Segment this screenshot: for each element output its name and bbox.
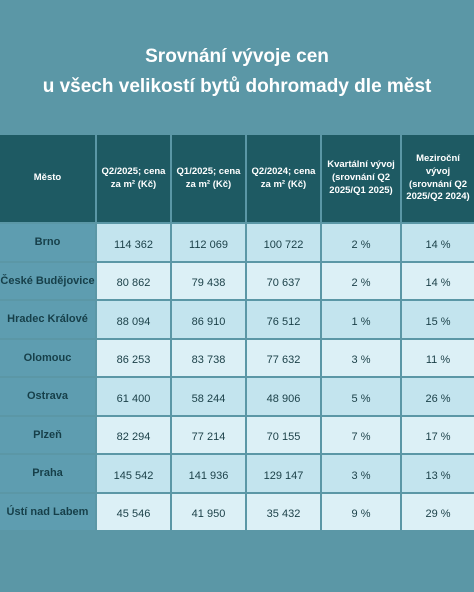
value-cell: 3 % [322, 455, 400, 492]
value-cell: 82 294 [97, 416, 170, 453]
value-cell: 1 % [322, 301, 400, 338]
value-cell: 35 432 [247, 493, 320, 530]
column-header: Město [0, 135, 95, 222]
value-cell: 77 632 [247, 339, 320, 376]
city-cell: Hradec Králové [0, 301, 95, 338]
city-cell: Ostrava [0, 378, 95, 415]
value-cell: 15 % [402, 301, 474, 338]
value-cell: 11 % [402, 339, 474, 376]
value-cell: 86 910 [172, 301, 245, 338]
value-cell: 61 400 [97, 378, 170, 415]
value-cell: 17 % [402, 416, 474, 453]
value-cell: 80 862 [97, 262, 170, 299]
value-cell: 3 % [322, 339, 400, 376]
value-cell: 145 542 [97, 455, 170, 492]
title-line: Srovnání vývoje cen [145, 46, 329, 67]
column-header: Q2/2025; cena za m² (Kč) [97, 135, 170, 222]
city-cell: Praha [0, 455, 95, 492]
value-cell: 14 % [402, 224, 474, 261]
city-cell: Olomouc [0, 339, 95, 376]
value-cell: 114 362 [97, 224, 170, 261]
value-cell: 70 637 [247, 262, 320, 299]
value-cell: 2 % [322, 262, 400, 299]
value-cell: 9 % [322, 493, 400, 530]
value-cell: 26 % [402, 378, 474, 415]
value-cell: 2 % [322, 224, 400, 261]
value-cell: 45 546 [97, 493, 170, 530]
value-cell: 41 950 [172, 493, 245, 530]
value-cell: 58 244 [172, 378, 245, 415]
value-cell: 7 % [322, 416, 400, 453]
city-cell: Brno [0, 224, 95, 261]
value-cell: 100 722 [247, 224, 320, 261]
value-cell: 86 253 [97, 339, 170, 376]
value-cell: 77 214 [172, 416, 245, 453]
value-cell: 76 512 [247, 301, 320, 338]
value-cell: 112 069 [172, 224, 245, 261]
value-cell: 70 155 [247, 416, 320, 453]
value-cell: 141 936 [172, 455, 245, 492]
column-header: Kvartální vývoj (srovnání Q2 2025/Q1 202… [322, 135, 400, 222]
city-cell: Ústí nad Labem [0, 493, 95, 530]
value-cell: 48 906 [247, 378, 320, 415]
value-cell: 13 % [402, 455, 474, 492]
column-header: Q1/2025; cena za m² (Kč) [172, 135, 245, 222]
value-cell: 29 % [402, 493, 474, 530]
column-header: Meziroční vývoj (srovnání Q2 2025/Q2 202… [402, 135, 474, 222]
city-cell: Plzeň [0, 416, 95, 453]
value-cell: 83 738 [172, 339, 245, 376]
column-header: Q2/2024; cena za m² (Kč) [247, 135, 320, 222]
value-cell: 14 % [402, 262, 474, 299]
city-cell: České Budějovice [0, 262, 95, 299]
value-cell: 5 % [322, 378, 400, 415]
value-cell: 79 438 [172, 262, 245, 299]
value-cell: 88 094 [97, 301, 170, 338]
value-cell: 129 147 [247, 455, 320, 492]
title-line: u všech velikostí bytů dohromady dle měs… [42, 76, 432, 97]
